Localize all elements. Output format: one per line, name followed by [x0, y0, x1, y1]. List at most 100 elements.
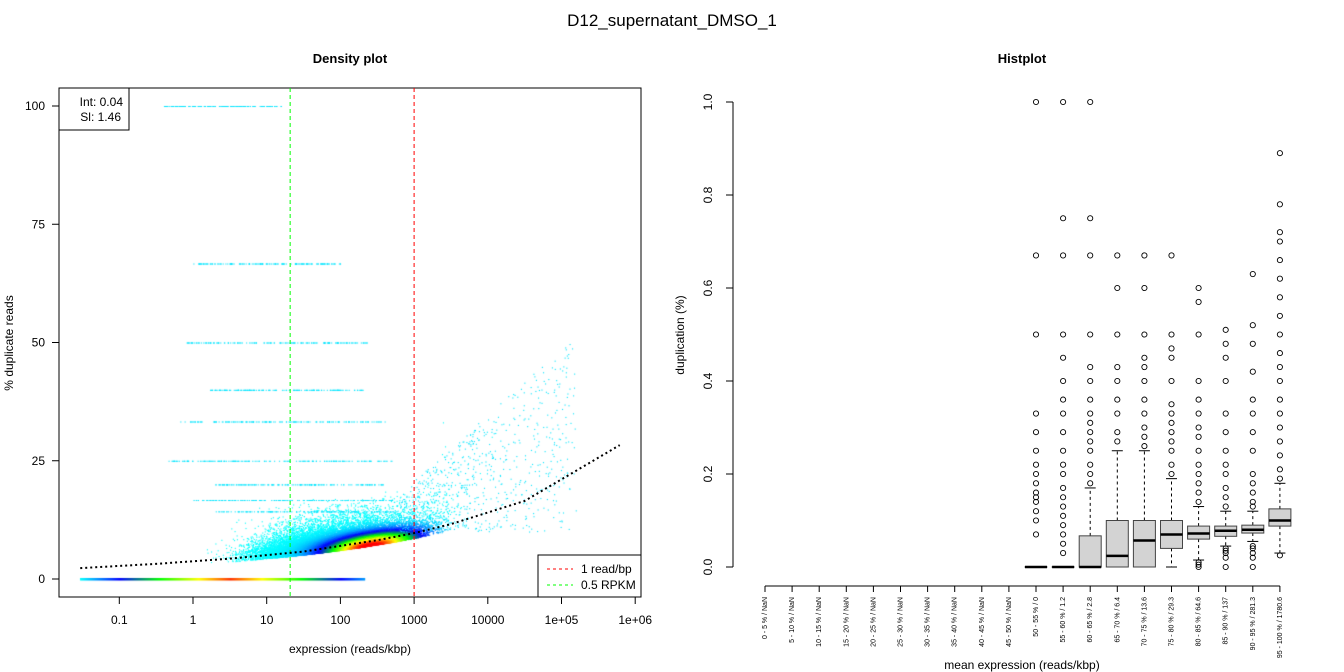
outlier-point: [1060, 522, 1067, 529]
fit-slope: Sl: 1.46: [80, 110, 121, 124]
y-tick-label: 1.0: [701, 93, 715, 110]
boxplot-11: [1051, 98, 1075, 569]
outlier-point: [1060, 429, 1067, 436]
outlier-point: [1060, 512, 1067, 519]
outlier-point: [1060, 215, 1067, 222]
outlier-point: [1060, 503, 1067, 510]
outlier-point: [1114, 331, 1121, 338]
outlier-point: [1032, 531, 1040, 538]
outlier-point: [1032, 461, 1040, 468]
outlier-point: [1087, 419, 1094, 426]
outlier-point: [1060, 494, 1067, 501]
boxplot-13: [1105, 252, 1129, 568]
x-tick-label: 45 - 50 % / NaN: [1006, 597, 1013, 647]
outlier-point: [1276, 438, 1283, 445]
outlier-point: [1141, 252, 1148, 259]
outlier-point: [1141, 284, 1148, 292]
outlier-point: [1222, 563, 1229, 571]
outlier-point: [1087, 377, 1094, 385]
outlier-point: [1195, 410, 1202, 417]
outlier-point: [1276, 294, 1283, 301]
x-tick-label: 60 - 65 % / 2.8: [1087, 597, 1094, 643]
outlier-point: [1195, 561, 1202, 568]
outlier-point: [1168, 470, 1175, 478]
outlier-point: [1141, 424, 1148, 431]
outlier-point: [1249, 498, 1256, 505]
outlier-point: [1249, 550, 1256, 557]
outlier-point: [1222, 484, 1229, 492]
outlier-point: [1222, 354, 1229, 361]
x-tick-label: 40 - 45 % / NaN: [979, 597, 986, 647]
outlier-point: [1060, 461, 1067, 468]
y-tick-label: 0: [38, 572, 45, 586]
outlier-point: [1168, 438, 1175, 445]
outlier-point: [1087, 252, 1094, 259]
boxplot-17: [1214, 326, 1238, 571]
x-tick-label: 25 - 30 % / NaN: [898, 597, 905, 647]
hist-title: Histplot: [998, 51, 1047, 66]
outlier-point: [1060, 484, 1067, 492]
histplot: Histplot mean expression (reads/kbp) dup…: [673, 51, 1292, 672]
outlier-point: [1195, 396, 1202, 403]
outlier-point: [1249, 340, 1256, 347]
y-tick-label: 100: [25, 99, 45, 113]
boxplot-10: [1024, 98, 1048, 569]
outlier-point: [1114, 252, 1121, 259]
outlier-point: [1222, 429, 1229, 436]
density-ylabel: % duplicate reads: [2, 295, 16, 390]
outlier-point: [1195, 489, 1202, 496]
outlier-point: [1249, 545, 1256, 552]
outlier-point: [1195, 563, 1202, 571]
outlier-point: [1222, 503, 1229, 510]
outlier-point: [1060, 377, 1067, 385]
outlier-point: [1249, 322, 1256, 329]
outlier-point: [1195, 298, 1202, 306]
outlier-point: [1087, 461, 1094, 468]
outlier-point: [1168, 429, 1175, 436]
boxplot-19: [1268, 150, 1292, 559]
x-tick-label: 70 - 75 % / 13.6: [1141, 597, 1148, 647]
outlier-point: [1249, 470, 1256, 478]
outlier-point: [1276, 396, 1283, 403]
outlier-point: [1249, 480, 1256, 487]
outlier-point: [1060, 354, 1067, 361]
outlier-point: [1141, 377, 1148, 385]
outlier-point: [1249, 563, 1256, 571]
outlier-point: [1087, 215, 1094, 222]
outlier-point: [1060, 410, 1067, 417]
outlier-point: [1168, 447, 1175, 454]
box: [1132, 520, 1156, 568]
outlier-point: [1032, 470, 1040, 478]
legend-box: [537, 554, 642, 598]
outlier-point: [1168, 410, 1175, 417]
outlier-point: [1168, 401, 1175, 408]
outlier-point: [1032, 498, 1040, 505]
outlier-point: [1114, 363, 1121, 371]
x-tick-label: 1e+06: [618, 613, 652, 627]
x-tick-label: 1000: [401, 613, 428, 627]
outlier-point: [1087, 429, 1094, 436]
outlier-point: [1114, 410, 1121, 417]
x-tick-label: 75 - 80 % / 29.3: [1169, 597, 1176, 647]
outlier-point: [1087, 447, 1094, 454]
outlier-point: [1195, 461, 1202, 468]
outlier-point: [1276, 257, 1283, 264]
main-title: D12_supernatant_DMSO_1: [567, 11, 777, 30]
outlier-point: [1032, 429, 1040, 436]
outlier-point: [1195, 480, 1202, 487]
outlier-point: [1249, 270, 1256, 278]
x-tick-label: 35 - 40 % / NaN: [952, 597, 959, 647]
box: [1078, 535, 1102, 568]
boxplot-15: [1160, 252, 1183, 568]
density-frame: [58, 87, 642, 598]
x-tick-label: 0.1: [111, 613, 128, 627]
y-tick-label: 75: [32, 217, 46, 231]
outlier-point: [1249, 410, 1256, 417]
outlier-point: [1032, 480, 1040, 487]
outlier-point: [1276, 475, 1283, 482]
outlier-point: [1195, 284, 1202, 292]
outlier-point: [1141, 396, 1148, 403]
outlier-point: [1195, 331, 1202, 338]
outlier-point: [1276, 275, 1283, 282]
outlier-point: [1114, 377, 1121, 385]
